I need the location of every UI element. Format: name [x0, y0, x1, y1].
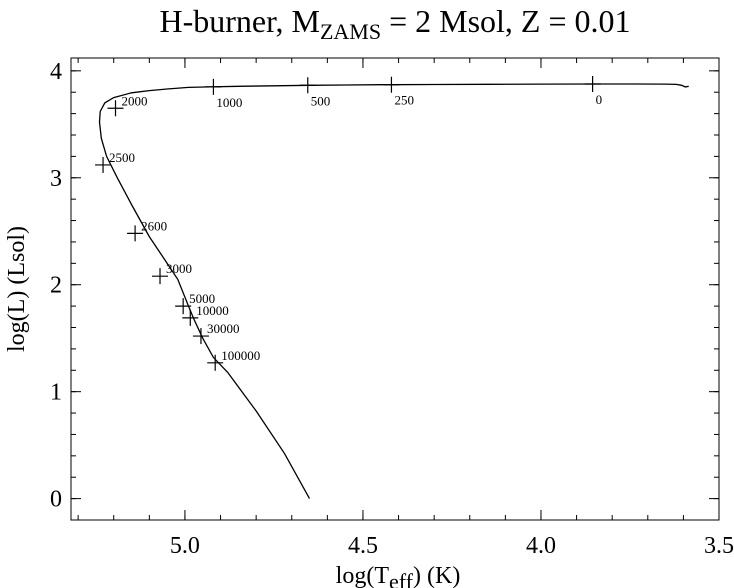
time-marker: 100000	[207, 348, 260, 371]
y-axis-label: log(L) (Lsol)	[4, 226, 30, 352]
axis-tick-labels: 5.0 4.5 4.0 3.5 0 1 2 3 4	[50, 59, 734, 559]
y-tick-label: 3	[50, 166, 62, 192]
time-marker: 2500	[95, 150, 135, 173]
time-marker-label: 100000	[221, 348, 260, 363]
time-marker-label: 30000	[207, 321, 240, 336]
time-marker: 5000	[175, 291, 215, 315]
time-marker: 3000	[152, 261, 192, 285]
time-marker-label: 0	[596, 92, 603, 107]
axis-ticks	[71, 58, 720, 521]
time-marker-label: 3000	[166, 261, 192, 276]
x-axis-label: log(Teff) (K)	[336, 563, 461, 588]
chart-title: H-burner, MZAMS = 2 Msol, Z = 0.01	[159, 3, 630, 44]
evolutionary-track-line	[98, 83, 689, 499]
time-marker-label: 250	[394, 93, 414, 108]
time-marker: 1000	[205, 78, 242, 110]
time-markers: 2000250026003000500010000300001000001000…	[95, 75, 603, 371]
y-tick-label: 0	[50, 487, 62, 513]
y-tick-label: 4	[50, 59, 62, 85]
time-marker-label: 5000	[189, 291, 215, 306]
time-marker: 2600	[127, 218, 167, 242]
time-marker-label: 2500	[109, 150, 135, 165]
time-marker-label: 2000	[122, 93, 148, 108]
y-tick-label: 2	[50, 273, 62, 299]
time-marker: 2000	[107, 93, 148, 117]
plot-frame	[70, 57, 720, 521]
time-marker-label: 10000	[196, 303, 229, 318]
time-marker: 0	[584, 75, 603, 107]
time-marker-label: 2600	[141, 218, 167, 233]
time-marker-label: 500	[311, 93, 331, 108]
y-tick-label: 1	[50, 380, 62, 406]
time-marker: 250	[383, 76, 414, 108]
time-marker-label: 1000	[216, 95, 242, 110]
x-tick-label: 4.5	[348, 533, 378, 559]
time-marker: 10000	[182, 303, 229, 326]
x-tick-label: 3.5	[704, 533, 734, 559]
time-marker: 500	[299, 77, 331, 108]
x-tick-label: 5.0	[170, 533, 200, 559]
time-marker: 30000	[192, 321, 240, 345]
x-tick-label: 4.0	[526, 533, 556, 559]
